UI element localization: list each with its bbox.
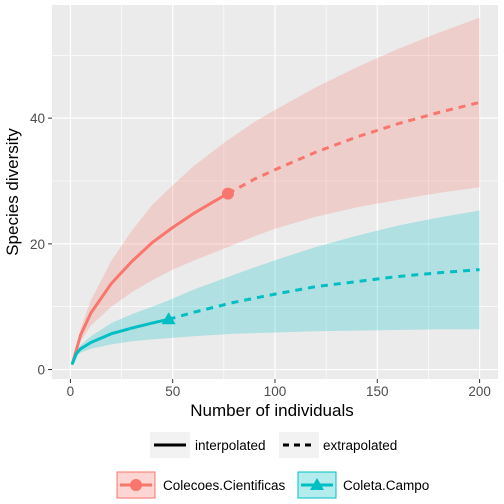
x-axis-title: Number of individuals xyxy=(190,401,353,420)
series-legend: Colecoes.Cientificas Coleta.Campo xyxy=(117,472,429,498)
legend-label-colecoes: Colecoes.Cientificas xyxy=(163,478,286,493)
legend-label-interpolated: interpolated xyxy=(195,438,266,453)
observed-point-series-0 xyxy=(222,188,234,200)
y-tick-label: 0 xyxy=(37,363,45,378)
x-tick-label: 200 xyxy=(468,384,491,399)
x-tick-label: 50 xyxy=(165,384,180,399)
legend-label-coleta: Coleta.Campo xyxy=(343,478,429,493)
y-tick-label: 20 xyxy=(30,237,45,252)
y-axis-ticks: 0 20 40 xyxy=(30,111,52,377)
legend-colecoes-marker xyxy=(130,479,142,491)
x-axis-ticks: 0 50 100 150 200 xyxy=(67,379,491,399)
x-tick-label: 100 xyxy=(264,384,287,399)
y-axis-title: Species diversity xyxy=(3,128,22,256)
x-tick-label: 150 xyxy=(366,384,389,399)
x-tick-label: 0 xyxy=(67,384,75,399)
y-tick-label: 40 xyxy=(30,111,45,126)
legend-label-extrapolated: extrapolated xyxy=(323,438,397,453)
linetype-legend: interpolated extrapolated xyxy=(150,432,397,458)
